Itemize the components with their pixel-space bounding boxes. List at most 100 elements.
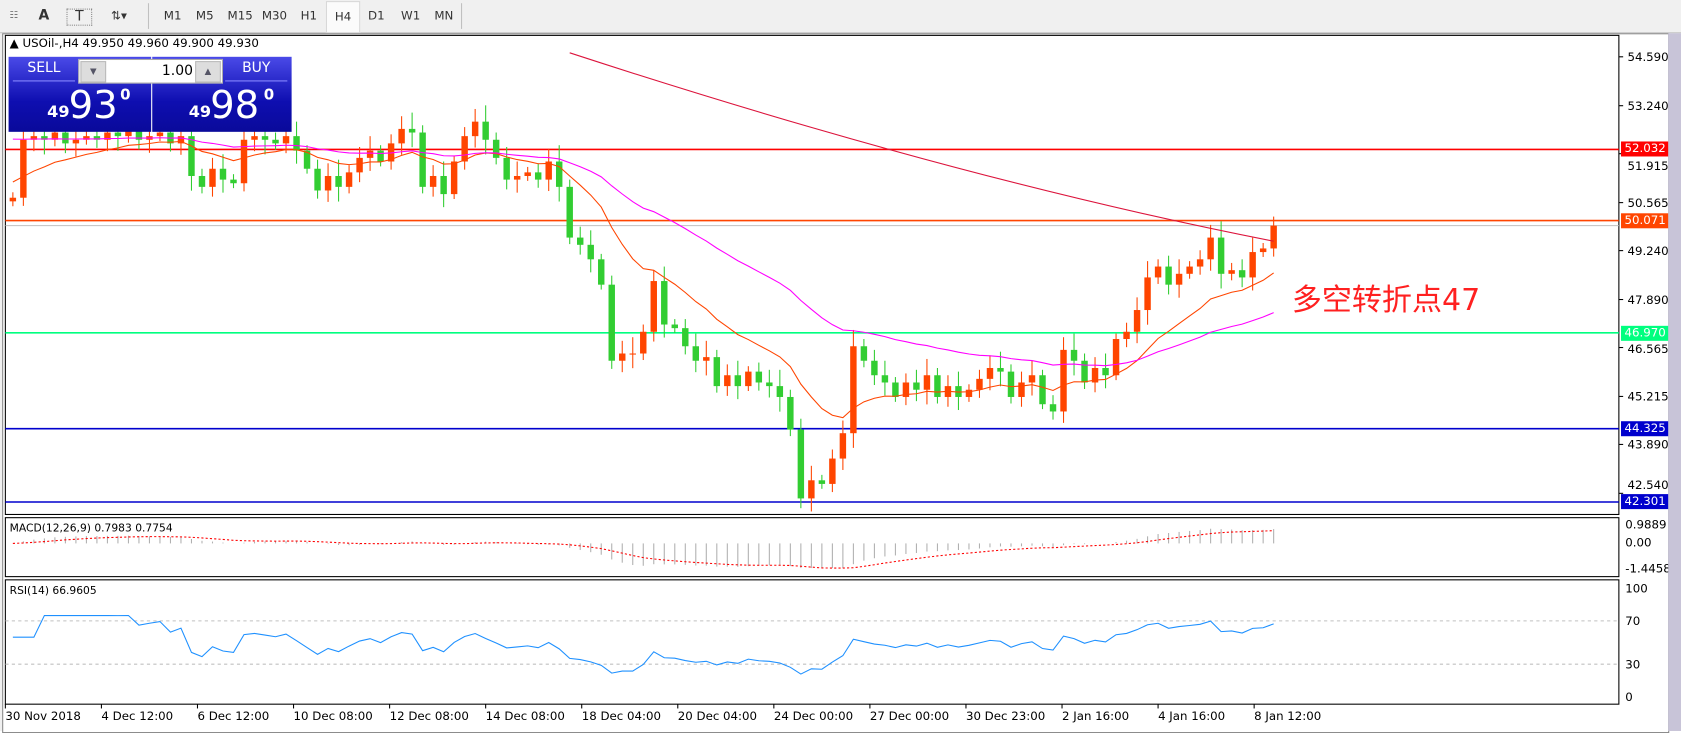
candle-body [860, 346, 868, 361]
candle-body [608, 284, 615, 361]
timeframe-d1[interactable]: D1 [368, 8, 385, 23]
rsi-tick-label: 100 [1625, 582, 1648, 596]
candle-body [93, 136, 101, 140]
candle-body [545, 161, 552, 180]
time-label: 4 Dec 12:00 [101, 709, 173, 723]
candle-body [492, 139, 500, 158]
candle-body [629, 353, 636, 355]
timeframe-w1[interactable]: W1 [401, 8, 421, 23]
fibo-grid-icon[interactable]: ☷ [9, 10, 19, 22]
timeframe-m5[interactable]: M5 [195, 8, 214, 23]
candle-body [850, 346, 857, 434]
candle-body [30, 136, 38, 140]
candle-body [703, 357, 710, 361]
candle-body [51, 132, 59, 140]
candle-body [1070, 349, 1078, 361]
candle-body [755, 371, 763, 383]
candle-body [1060, 349, 1067, 412]
sell-price-small: 49 [47, 101, 70, 122]
time-label: 30 Dec 23:00 [966, 709, 1045, 723]
candle-body [650, 281, 657, 332]
price-tick-label: 46.565 [1627, 342, 1668, 356]
arrows-dropdown-icon[interactable]: ⇅▾ [111, 8, 127, 23]
rsi-panel-frame [4, 579, 1620, 705]
buy-label: BUY [225, 57, 288, 82]
candle-body [135, 128, 143, 140]
candle-body [902, 382, 910, 397]
candle-body [429, 175, 437, 187]
candle-body [503, 157, 510, 180]
macd-panel-frame [4, 517, 1620, 578]
price-tick-label: 53.240 [1627, 99, 1668, 113]
time-label: 20 Dec 04:00 [678, 709, 757, 723]
candle-body [209, 168, 216, 187]
ma-mid-line [12, 137, 1274, 367]
toolbar-separator [461, 3, 463, 29]
candle-body [913, 382, 920, 390]
candle-body [1270, 225, 1277, 249]
time-label: 6 Dec 12:00 [197, 709, 269, 723]
annotation-text: 多空转折点47 [1291, 281, 1481, 318]
timeframe-m15[interactable]: M15 [227, 8, 253, 23]
timeframe-m30[interactable]: M30 [261, 8, 288, 23]
candle-body [713, 357, 721, 387]
candle-body [1228, 270, 1235, 274]
level-price-label: 52.032 [1621, 141, 1670, 157]
candle-body [692, 346, 700, 361]
candle-body [1154, 266, 1162, 278]
price-tick-label: 47.890 [1627, 293, 1668, 307]
candle-body [408, 128, 416, 133]
timeframe-h1[interactable]: H1 [300, 8, 317, 23]
ma-slow-line [569, 52, 1274, 242]
price-tick-label: 49.240 [1627, 244, 1668, 258]
lot-decrease-button[interactable]: ▼ [80, 61, 107, 83]
candle-body [398, 128, 405, 144]
candle-body [1028, 375, 1036, 383]
candle-body [524, 172, 531, 176]
price-tick-label: 45.215 [1627, 390, 1668, 404]
candle-body [461, 136, 468, 162]
candle-body [324, 175, 332, 191]
candle-body [555, 161, 563, 187]
lot-size-stepper: ▼ 1.00 ▲ [78, 58, 223, 84]
candle-body [1102, 367, 1109, 376]
candle-body [335, 175, 342, 187]
candle-body [1249, 252, 1256, 278]
candle-body [566, 186, 573, 238]
candle-body [419, 132, 426, 187]
time-label: 24 Dec 00:00 [774, 709, 853, 723]
candle-body [1112, 339, 1120, 376]
timeframe-mn[interactable]: MN [434, 8, 454, 23]
candle-body [829, 458, 836, 484]
vertical-scrollbar[interactable] [1668, 33, 1681, 731]
time-label: 12 Dec 08:00 [390, 709, 469, 723]
timeframe-m1[interactable]: M1 [163, 8, 182, 23]
rsi-line [12, 614, 1274, 675]
candle-body [587, 244, 594, 260]
lot-size-input[interactable]: 1.00 [161, 63, 193, 80]
lot-increase-button[interactable]: ▲ [195, 61, 221, 83]
candle-body [177, 136, 185, 144]
timeframe-h4[interactable]: H4 [325, 1, 361, 34]
time-label: 14 Dec 08:00 [486, 709, 565, 723]
candle-body [776, 386, 784, 397]
candle-body [272, 139, 279, 144]
candle-body [125, 128, 132, 137]
candle-body [1081, 360, 1088, 383]
candle-body [293, 136, 300, 151]
sell-price-sup: 0 [120, 86, 131, 104]
candle-body [471, 121, 479, 137]
candle-body [114, 132, 122, 137]
candle-body [219, 168, 227, 180]
price-tick-label: 50.565 [1627, 196, 1668, 210]
candle-body [734, 375, 742, 387]
collapse-triangle-icon[interactable]: ▲ [9, 36, 23, 51]
symbol-info: ▲ USOil-,H4 49.950 49.960 49.900 49.930 [10, 36, 259, 50]
text-box-icon[interactable]: T [66, 8, 93, 26]
text-label-icon[interactable]: A [38, 7, 50, 24]
time-label: 8 Jan 12:00 [1254, 709, 1321, 723]
price-tick-label: 42.540 [1627, 478, 1668, 492]
time-label: 10 Dec 08:00 [294, 709, 373, 723]
